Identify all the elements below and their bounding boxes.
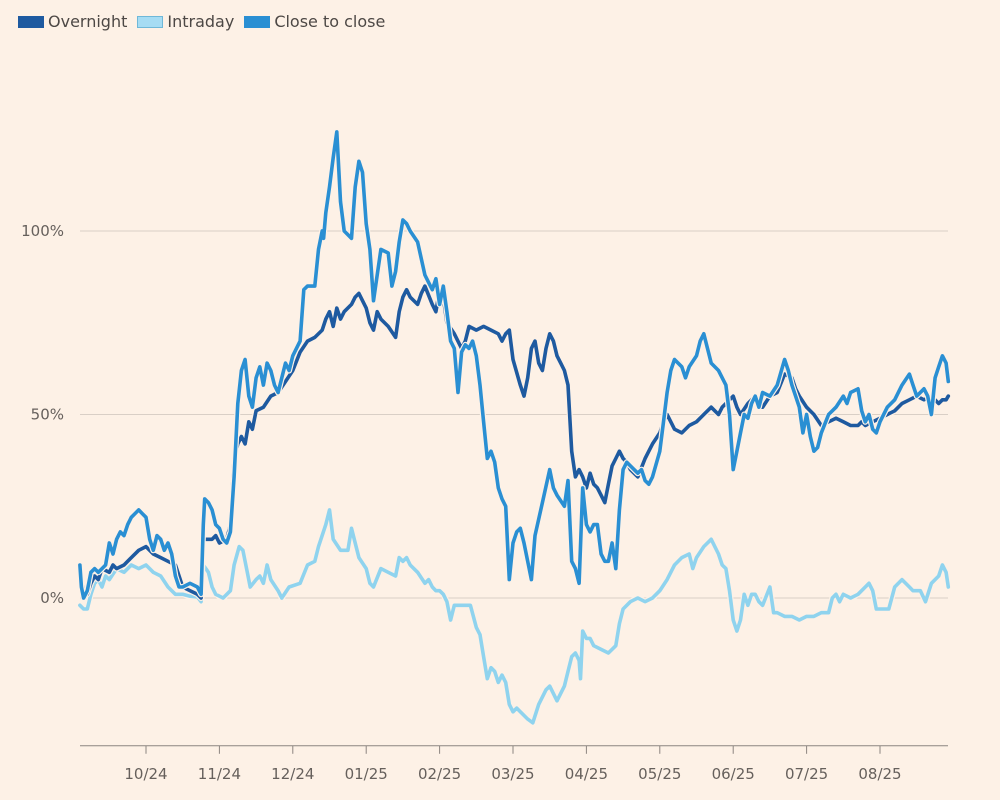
y-axis-labels: 0% 50% 100% (21, 222, 64, 607)
x-tick-label: 07/25 (785, 765, 828, 783)
legend-label-intraday: Intraday (167, 12, 235, 31)
legend-item-overnight[interactable]: Overnight (18, 12, 127, 31)
legend-label-close-to-close: Close to close (274, 12, 386, 31)
legend-swatch-close-to-close (244, 15, 271, 28)
x-tick-label: 02/25 (418, 765, 461, 783)
x-tick-label: 06/25 (712, 765, 755, 783)
legend: Overnight Intraday Close to close (18, 12, 385, 31)
legend-item-close-to-close[interactable]: Close to close (244, 12, 385, 31)
x-axis: 10/24 11/24 12/24 01/25 02/25 03/25 04/25 05/25… (80, 745, 948, 783)
legend-swatch-intraday (137, 15, 164, 28)
x-tick-label: 04/25 (565, 765, 608, 783)
y-tick-label: 100% (21, 222, 64, 240)
series-lines (76, 128, 952, 726)
legend-swatch-overnight (18, 15, 44, 28)
y-tick-label: 50% (31, 406, 64, 424)
x-tick-label: 03/25 (491, 765, 534, 783)
legend-label-overnight: Overnight (48, 12, 128, 31)
x-tick-label: 01/25 (345, 765, 388, 783)
legend-item-intraday[interactable]: Intraday (137, 12, 234, 31)
x-tick-label: 12/24 (271, 765, 314, 783)
y-tick-label: 0% (40, 589, 64, 607)
series-line-intraday (78, 508, 951, 725)
x-tick-label: 11/24 (198, 765, 241, 783)
x-tick-label: 10/24 (124, 765, 167, 783)
x-tick-label: 05/25 (638, 765, 681, 783)
series-line-close-to-close (78, 130, 951, 600)
x-tick-label: 08/25 (858, 765, 901, 783)
